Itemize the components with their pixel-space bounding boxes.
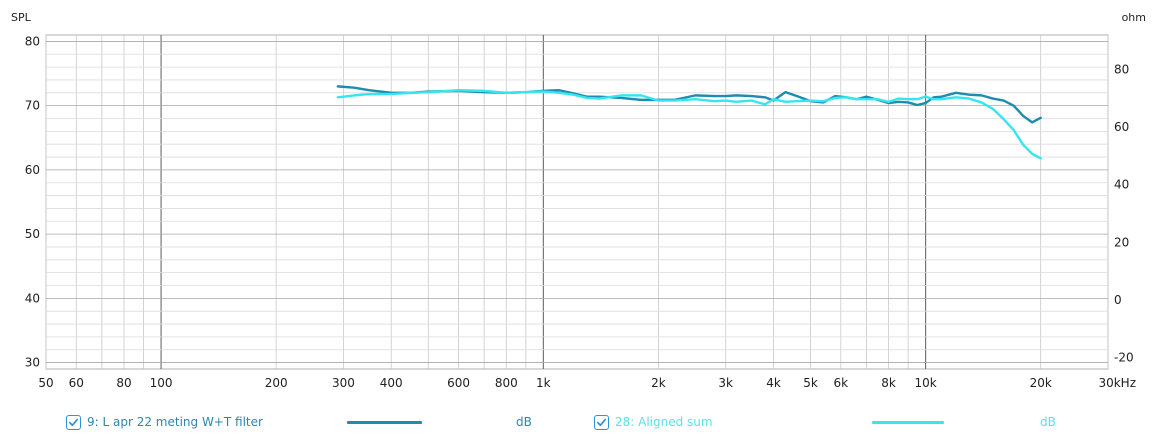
y-tick-label: 80	[25, 34, 40, 48]
series-1-unit: dB	[516, 415, 532, 429]
y2-tick-label: 40	[1114, 178, 1129, 192]
y-tick-label: 60	[25, 163, 40, 177]
x-tick-label: 60	[69, 376, 84, 390]
y2-tick-label: 20	[1114, 235, 1129, 249]
x-tick-label: 8k	[881, 376, 896, 390]
x-tick-label: 800	[495, 376, 518, 390]
series-2-unit: dB	[1040, 415, 1056, 429]
left-axis-title: SPL	[11, 11, 31, 24]
series-line-2	[336, 89, 1042, 160]
x-tick-label: 400	[380, 376, 403, 390]
x-tick-label: 10k	[915, 376, 937, 390]
y2-tick-label: 0	[1114, 293, 1122, 307]
x-tick-label: 1k	[536, 376, 551, 390]
y2-tick-label: 80	[1114, 63, 1129, 77]
x-tick-label: 6k	[834, 376, 849, 390]
x-tick-label: 300	[332, 376, 355, 390]
y2-tick-label: 60	[1114, 120, 1129, 134]
x-tick-label: 20k	[1030, 376, 1052, 390]
legend-item-series-2[interactable]: 28: Aligned sum	[594, 412, 713, 432]
y-tick-label: 70	[25, 99, 40, 113]
x-tick-label: 3k	[718, 376, 733, 390]
series-2-checkbox[interactable]	[594, 414, 609, 430]
y-tick-label: 50	[25, 227, 40, 241]
x-tick-label: 100	[150, 376, 173, 390]
series-2-line-swatch	[872, 421, 944, 424]
x-tick-label: 2k	[651, 376, 666, 390]
plot-area	[45, 34, 1109, 370]
series-1-line-swatch	[347, 421, 422, 424]
y-tick-label: 40	[25, 291, 40, 305]
series-1-checkbox[interactable]	[66, 414, 81, 430]
legend-item-series-1[interactable]: 9: L apr 22 meting W+T filter	[66, 412, 263, 432]
series-2-label: 28: Aligned sum	[615, 415, 713, 429]
x-tick-label: 600	[447, 376, 470, 390]
x-tick-label: 80	[116, 376, 131, 390]
check-icon	[69, 418, 78, 426]
x-tick-label: 4k	[766, 376, 781, 390]
x-tick-label: 200	[265, 376, 288, 390]
right-axis-title: ohm	[1121, 11, 1146, 24]
x-tick-label: 30kHz	[1098, 376, 1136, 390]
check-icon	[597, 418, 606, 426]
y-tick-label: 30	[25, 356, 40, 370]
y2-tick-label: -20	[1114, 350, 1134, 364]
series-1-label: 9: L apr 22 meting W+T filter	[87, 415, 263, 429]
x-tick-label: 50	[38, 376, 53, 390]
x-tick-label: 5k	[803, 376, 818, 390]
